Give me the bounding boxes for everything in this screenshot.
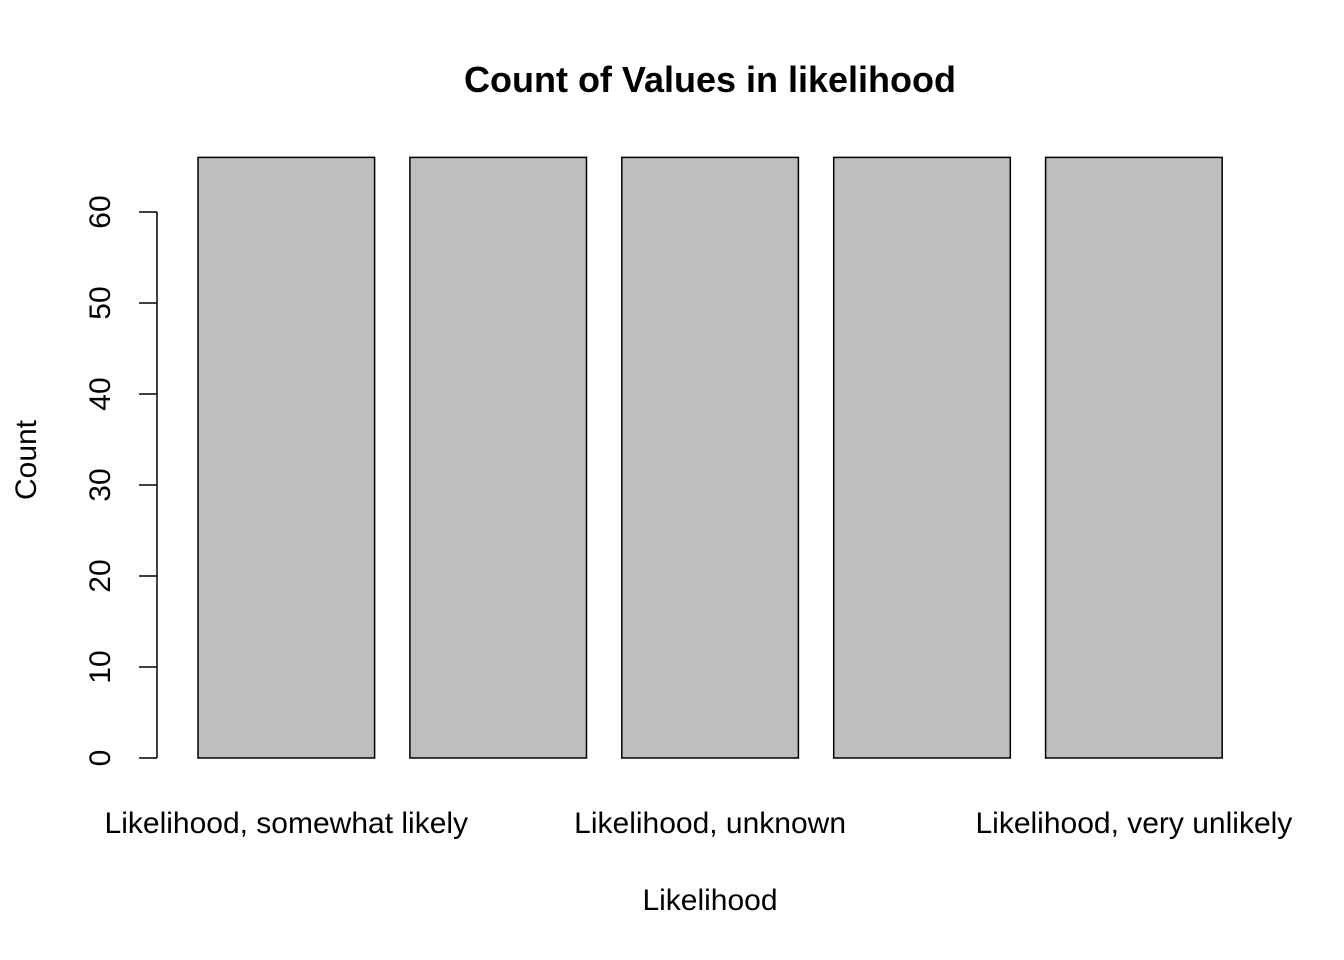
y-tick-label: 30 [84,468,117,501]
y-tick-label: 0 [84,750,117,767]
bar [832,156,1012,759]
y-tick-label: 50 [84,286,117,319]
bars-group [197,156,1223,759]
bar [197,156,376,759]
y-axis: 0 10 20 30 40 50 60 [84,195,158,767]
chart-title: Count of Values in likelihood [464,59,956,100]
x-tick-label: Likelihood, somewhat likely [105,807,469,840]
x-axis-title: Likelihood [642,884,777,917]
bar [621,156,800,759]
y-axis-title: Count [10,419,43,500]
y-tick-label: 40 [84,377,117,410]
y-tick-label: 60 [84,195,117,228]
bar [1044,156,1223,759]
x-tick-labels: Likelihood, somewhat likely Likelihood, u… [105,807,1293,840]
y-tick-label: 20 [84,559,117,592]
y-tick-label: 10 [84,650,117,683]
x-tick-label: Likelihood, very unlikely [975,807,1292,840]
x-tick-label: Likelihood, unknown [574,807,846,840]
bar [409,156,588,759]
